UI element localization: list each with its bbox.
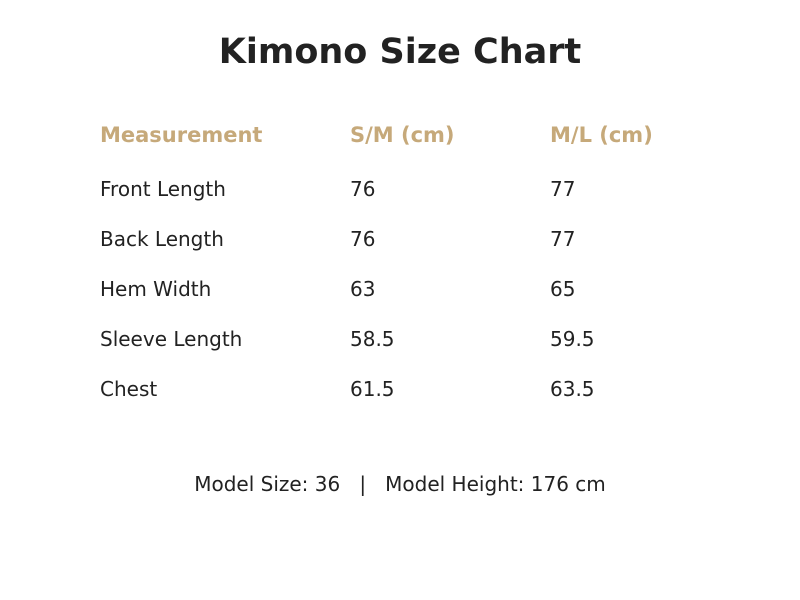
- ml-value: 77: [550, 227, 576, 251]
- ml-value: 65: [550, 277, 576, 301]
- column-header-measurement: Measurement: [100, 123, 263, 147]
- measurement-name: Front Length: [100, 177, 226, 201]
- table-row: Front Length 76 77: [100, 171, 720, 221]
- measurement-name: Sleeve Length: [100, 327, 243, 351]
- measurement-name: Hem Width: [100, 277, 212, 301]
- ml-value: 77: [550, 177, 576, 201]
- ml-value: 59.5: [550, 327, 595, 351]
- footer-separator: |: [359, 472, 367, 496]
- measurement-name: Chest: [100, 377, 158, 401]
- model-height: Model Height: 176 cm: [385, 472, 606, 496]
- table-header-row: Measurement S/M (cm) M/L (cm): [100, 117, 720, 171]
- table-row: Sleeve Length 58.5 59.5: [100, 321, 720, 371]
- column-header-sm: S/M (cm): [350, 123, 455, 147]
- sm-value: 76: [350, 227, 376, 251]
- measurement-name: Back Length: [100, 227, 224, 251]
- sm-value: 63: [350, 277, 376, 301]
- table-row: Chest 61.5 63.5: [100, 371, 720, 421]
- page-title: Kimono Size Chart: [218, 32, 582, 72]
- sm-value: 58.5: [350, 327, 395, 351]
- sm-value: 61.5: [350, 377, 395, 401]
- model-info: Model Size: 36 | Model Height: 176 cm: [0, 466, 800, 502]
- sm-value: 76: [350, 177, 376, 201]
- model-size: Model Size: 36: [194, 472, 341, 496]
- table-row: Hem Width 63 65: [100, 271, 720, 321]
- size-table: Measurement S/M (cm) M/L (cm) Front Leng…: [100, 117, 720, 421]
- column-header-ml: M/L (cm): [550, 123, 653, 147]
- ml-value: 63.5: [550, 377, 595, 401]
- table-row: Back Length 76 77: [100, 221, 720, 271]
